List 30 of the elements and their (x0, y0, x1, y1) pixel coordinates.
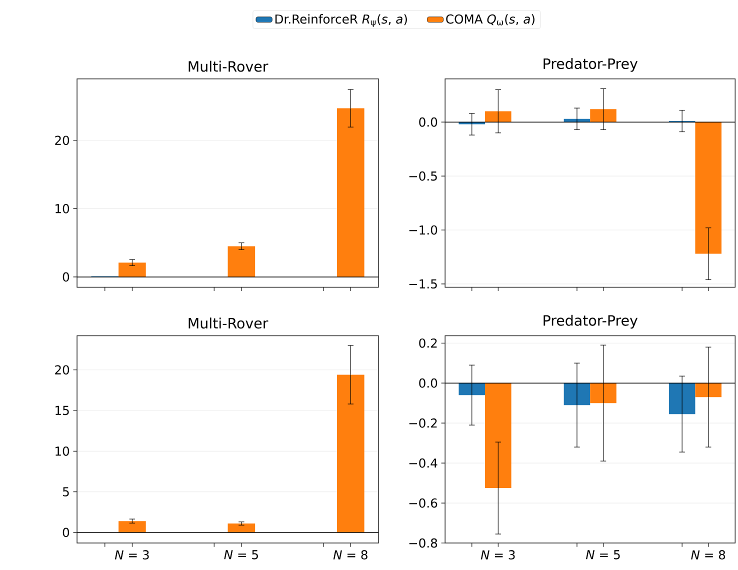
y-tick-label: 15 (56, 406, 69, 416)
chart-title: Predator-Prey (544, 315, 638, 329)
y-tick-label: 10 (56, 446, 70, 456)
x-tick-label: N = 8 (333, 550, 368, 560)
y-tick-label: −0.8 (409, 538, 438, 548)
y-tick-label: −0.2 (409, 418, 437, 428)
y-tick-label: 0.0 (419, 378, 438, 388)
y-tick-label: −0.4 (409, 458, 438, 468)
x-tick-label: N = 5 (586, 550, 620, 560)
y-tick-label: 0 (62, 528, 70, 538)
x-tick-label: N = 5 (224, 550, 258, 560)
y-tick-label: −1.0 (409, 226, 438, 235)
y-tick-label: 0.0 (419, 118, 438, 127)
y-tick-label: −0.5 (409, 172, 437, 181)
y-tick-label: 5 (63, 487, 69, 497)
y-tick-label: 0.2 (419, 338, 437, 348)
chart-title: Multi-Rover (188, 60, 268, 72)
y-tick-label: −0.6 (409, 498, 438, 508)
y-tick-label: 20 (55, 136, 70, 146)
x-tick-label: N = 8 (691, 550, 726, 560)
y-tick-label: −1.5 (409, 280, 437, 289)
x-tick-label: N = 3 (114, 550, 149, 560)
legend-label: COMA Q$_{ω}$(s, a) (446, 14, 534, 26)
y-tick-label: 0 (62, 272, 70, 282)
x-tick-label: N = 3 (480, 550, 515, 560)
y-tick-label: 10 (56, 204, 70, 214)
chart-title: Predator-Prey (544, 58, 638, 72)
y-tick-label: 20 (55, 365, 70, 375)
legend-label: Dr.ReinforceR R$_{ψ}$(s, a) (275, 14, 407, 28)
chart-title: Multi-Rover (188, 318, 268, 329)
